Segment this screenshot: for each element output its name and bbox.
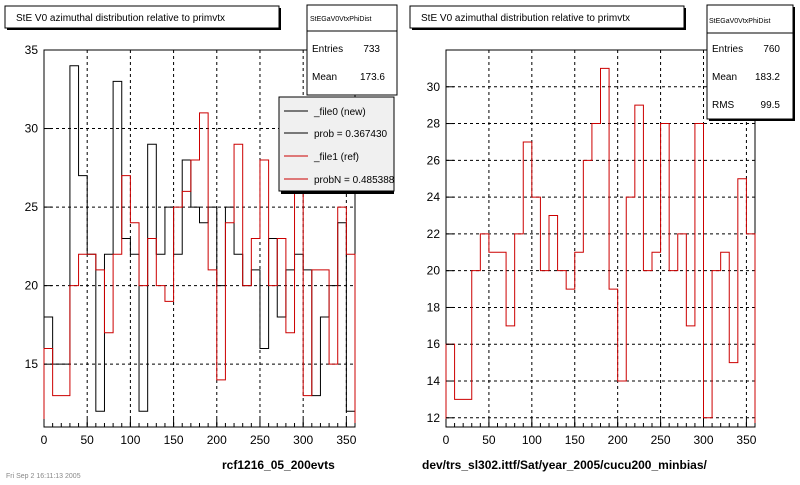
x-tick-label: 50 bbox=[482, 433, 496, 447]
left-stats-entries-value: 733 bbox=[363, 44, 380, 55]
x-tick-label: 250 bbox=[651, 433, 671, 447]
right-stats-rms-label: RMS bbox=[712, 100, 735, 111]
x-tick-label: 100 bbox=[120, 433, 140, 447]
right-series-0-line bbox=[445, 67, 756, 427]
left-y-ticks: 15 20 25 30 35 bbox=[25, 43, 52, 371]
y-tick-label: 28 bbox=[427, 117, 441, 131]
y-tick-label: 30 bbox=[427, 80, 441, 94]
x-tick-label: 0 bbox=[443, 433, 450, 447]
left-panel: 0 50 100 150 200 250 300 350 15 20 25 30 35 StE V0 … bbox=[4, 4, 398, 480]
right-stats-rms-value: 99.5 bbox=[761, 100, 781, 111]
left-legend: _file0 (new) prob = 0.367430 _file1 (ref… bbox=[278, 96, 395, 194]
right-title-shadow bbox=[412, 28, 686, 30]
x-tick-label: 350 bbox=[736, 433, 756, 447]
x-tick-label: 300 bbox=[293, 433, 313, 447]
left-stats-box bbox=[306, 4, 398, 96]
right-stats-mean-value: 183.2 bbox=[755, 72, 780, 83]
y-tick-label: 20 bbox=[427, 264, 441, 278]
left-stats-entries-label: Entries bbox=[312, 44, 343, 55]
left-title-shadow-side bbox=[279, 8, 281, 30]
legend-label-1: prob = 0.367430 bbox=[314, 129, 388, 140]
x-tick-label: 200 bbox=[608, 433, 628, 447]
left-stats-mean-value: 173.6 bbox=[360, 72, 385, 83]
right-stats-name: StEGaV0VtxPhiDist bbox=[709, 18, 771, 25]
x-tick-label: 150 bbox=[565, 433, 585, 447]
left-footer-label: rcf1216_05_200evts bbox=[222, 458, 335, 472]
y-tick-label: 22 bbox=[427, 227, 441, 241]
legend-label-2: _file1 (ref) bbox=[313, 152, 359, 163]
right-stats-entries-label: Entries bbox=[712, 44, 743, 55]
left-x-ticks: 0 50 100 150 200 250 300 350 bbox=[41, 419, 357, 447]
y-tick-label: 24 bbox=[427, 190, 441, 204]
y-tick-label: 30 bbox=[25, 122, 39, 136]
right-panel: 0 50 100 150 200 250 300 350 12 14 16 18 20 22 24 26 28… bbox=[409, 4, 795, 472]
left-stats-name: StEGaV0VtxPhiDist bbox=[310, 16, 372, 23]
left-stats-mean-label: Mean bbox=[312, 72, 337, 83]
x-tick-label: 50 bbox=[81, 433, 95, 447]
right-x-ticks: 0 50 100 150 200 250 300 350 bbox=[443, 419, 757, 447]
y-tick-label: 12 bbox=[427, 411, 441, 425]
left-title-shadow bbox=[7, 28, 281, 30]
x-tick-label: 150 bbox=[164, 433, 184, 447]
left-title: StE V0 azimuthal distribution relative t… bbox=[16, 13, 225, 24]
y-tick-label: 18 bbox=[427, 300, 441, 314]
left-corner-text: Fri Sep 2 16:11:13 2005 bbox=[6, 473, 81, 480]
right-stats-mean-label: Mean bbox=[712, 72, 737, 83]
right-title-shadow-side bbox=[684, 8, 686, 30]
x-tick-label: 250 bbox=[250, 433, 270, 447]
y-tick-label: 25 bbox=[25, 200, 39, 214]
left-series-1-line bbox=[43, 112, 356, 427]
right-stats-shadow-side bbox=[793, 7, 795, 121]
right-footer-label: dev/trs_sl302.ittf/Sat/year_2005/cucu200… bbox=[422, 458, 707, 472]
y-tick-label: 16 bbox=[427, 337, 441, 351]
right-y-ticks: 12 14 16 18 20 22 24 26 28 30 bbox=[427, 80, 454, 425]
legend-label-0: _file0 (new) bbox=[313, 107, 366, 118]
x-tick-label: 0 bbox=[41, 433, 48, 447]
x-tick-label: 300 bbox=[693, 433, 713, 447]
y-tick-label: 20 bbox=[25, 279, 39, 293]
left-series-group bbox=[43, 65, 356, 427]
right-series-group bbox=[445, 67, 756, 427]
x-tick-label: 100 bbox=[522, 433, 542, 447]
legend-label-3: probN = 0.485388 bbox=[314, 175, 395, 186]
y-tick-label: 35 bbox=[25, 43, 39, 57]
y-tick-label: 26 bbox=[427, 153, 441, 167]
legend-shadow bbox=[281, 191, 394, 194]
y-tick-label: 14 bbox=[427, 374, 441, 388]
x-tick-label: 350 bbox=[336, 433, 356, 447]
right-stats-entries-value: 760 bbox=[763, 44, 780, 55]
right-title: StE V0 azimuthal distribution relative t… bbox=[421, 13, 630, 24]
legend-box bbox=[278, 96, 395, 192]
y-tick-label: 15 bbox=[25, 357, 39, 371]
right-stats-shadow bbox=[709, 119, 795, 121]
x-tick-label: 200 bbox=[207, 433, 227, 447]
